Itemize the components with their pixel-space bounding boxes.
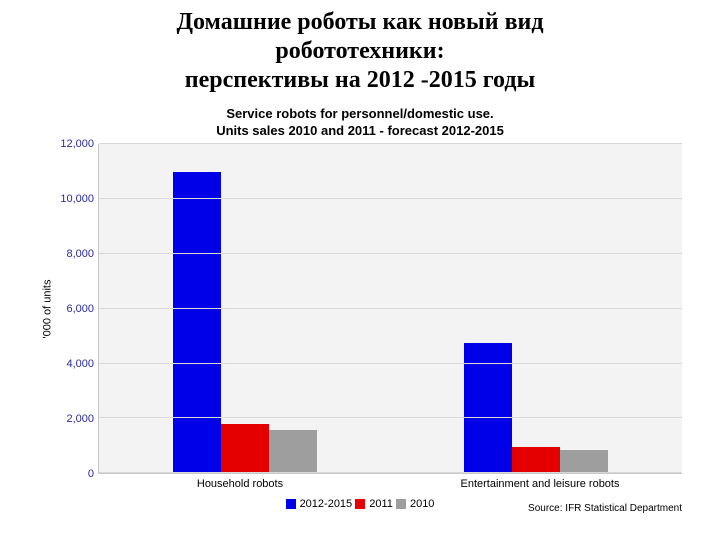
legend-item: 2010 xyxy=(396,498,434,510)
slide-title-l1: Домашние роботы как новый вид xyxy=(176,9,543,35)
x-label: Household robots xyxy=(90,474,390,490)
slide-title-l2: робототехники: xyxy=(275,38,444,64)
gridline xyxy=(99,198,682,199)
gridline xyxy=(99,472,682,473)
gridline xyxy=(99,417,682,418)
legend-label: 2012-2015 xyxy=(300,498,353,510)
slide-title-l3: перспективы на 2012 -2015 годы xyxy=(185,67,535,93)
legend-swatch xyxy=(396,499,406,509)
legend: 2012-2015 2011 2010 Source: IFR Statisti… xyxy=(30,498,690,512)
legend-item: 2012-2015 xyxy=(286,498,353,510)
y-ticks: 02,0004,0006,0008,00010,00012,000 xyxy=(56,144,98,474)
y-tick-label: 10,000 xyxy=(60,193,94,205)
source-text: Source: IFR Statistical Department xyxy=(528,503,682,514)
bar xyxy=(173,172,221,472)
chart-title: Service robots for personnel/domestic us… xyxy=(30,100,690,144)
gridline xyxy=(99,363,682,364)
gridline xyxy=(99,253,682,254)
legend-swatch xyxy=(355,499,365,509)
x-labels: Household robotsEntertainment and leisur… xyxy=(90,474,690,490)
bar xyxy=(512,447,560,472)
chart-title-l1: Service robots for personnel/domestic us… xyxy=(226,106,493,121)
bar xyxy=(269,430,317,473)
chart-title-l2: Units sales 2010 and 2011 - forecast 201… xyxy=(216,123,504,138)
ylabel-cell: '000 of units xyxy=(38,144,56,474)
chart-frame: Service robots for personnel/domestic us… xyxy=(30,100,690,512)
bar xyxy=(221,424,269,472)
plot-area xyxy=(98,144,682,474)
gridline xyxy=(99,308,682,309)
slide-title: Домашние роботы как новый вид робототехн… xyxy=(40,8,680,94)
bar xyxy=(560,450,608,472)
plot-wrap: '000 of units 02,0004,0006,0008,00010,00… xyxy=(30,144,690,474)
legend-items: 2012-2015 2011 2010 xyxy=(286,498,435,512)
y-tick-label: 12,000 xyxy=(60,138,94,150)
y-tick-label: 6,000 xyxy=(66,303,94,315)
y-tick-label: 4,000 xyxy=(66,358,94,370)
legend-label: 2010 xyxy=(410,498,434,510)
y-axis-label: '000 of units xyxy=(41,280,53,339)
legend-item: 2011 xyxy=(355,498,393,510)
y-tick-label: 8,000 xyxy=(66,248,94,260)
y-tick-label: 0 xyxy=(88,468,94,480)
legend-label: 2011 xyxy=(369,498,393,510)
legend-swatch xyxy=(286,499,296,509)
y-tick-label: 2,000 xyxy=(66,413,94,425)
gridline xyxy=(99,143,682,144)
x-label: Entertainment and leisure robots xyxy=(390,474,690,490)
